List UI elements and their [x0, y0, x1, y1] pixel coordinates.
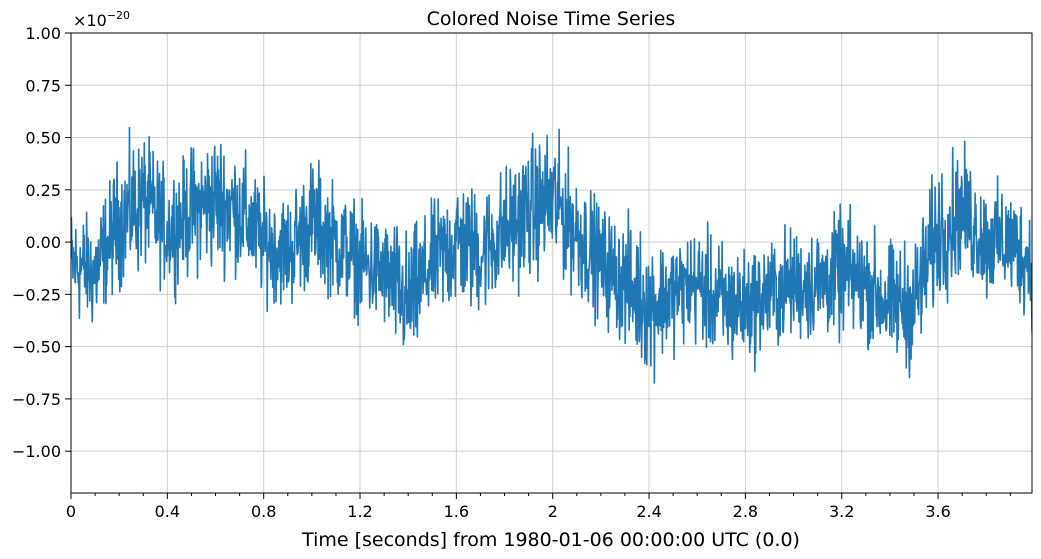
grid-layer — [70, 32, 1032, 493]
y-tick-label: 0.25 — [25, 181, 61, 200]
y-tick-label: 0.75 — [25, 76, 61, 95]
x-tick-label: 0.8 — [251, 502, 276, 521]
x-tick-label: 2.4 — [636, 502, 661, 521]
noise-series-line — [71, 126, 1032, 384]
x-tick-label: 1.2 — [347, 502, 372, 521]
x-tick-label: 3.6 — [925, 502, 950, 521]
chart-title: Colored Noise Time Series — [427, 8, 676, 30]
series-layer — [71, 126, 1032, 384]
y-offset-exponent: −20 — [107, 9, 130, 22]
y-tick-label: 0.00 — [25, 233, 61, 252]
y-tick-label: 0.50 — [25, 129, 61, 148]
x-axis-label: Time [seconds] from 1980-01-06 00:00:00 … — [301, 529, 800, 551]
x-axis: 0 0.4 0.8 1.2 1.6 2 2.4 2.8 3.2 3.6 — [66, 493, 1011, 521]
y-tick-label: −0.25 — [12, 285, 61, 304]
y-tick-label: −0.50 — [12, 338, 61, 357]
axes-frame — [70, 32, 1033, 494]
x-tick-label: 1.6 — [444, 502, 469, 521]
y-tick-label: −0.75 — [12, 390, 61, 409]
y-tick-label: 1.00 — [25, 24, 61, 43]
x-tick-label: 3.2 — [829, 502, 854, 521]
x-tick-label: 0.4 — [155, 502, 180, 521]
x-tick-label: 0 — [66, 502, 76, 521]
y-axis: 1.00 0.75 0.50 0.25 0.00 −0.25 −0.50 −0.75 −1.00 — [12, 24, 71, 461]
x-tick-label: 2.8 — [733, 502, 758, 521]
x-tick-label: 2 — [548, 502, 558, 521]
y-offset-label: ×10−20 — [73, 9, 130, 30]
y-offset-base: ×10 — [73, 11, 107, 30]
y-tick-label: −1.00 — [12, 442, 61, 461]
